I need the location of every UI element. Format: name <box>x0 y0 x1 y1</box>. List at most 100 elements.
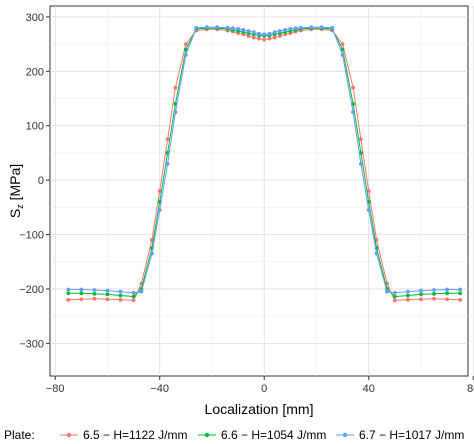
series-2-point <box>340 47 345 52</box>
series-3-point <box>183 53 188 57</box>
series-1-point <box>79 297 84 302</box>
series-2-point <box>183 47 188 52</box>
y-tick-label: 300 <box>26 12 44 24</box>
series-3-point <box>432 288 436 292</box>
series-3-point <box>385 289 389 294</box>
series-1-point <box>246 34 251 38</box>
series-3-point <box>283 28 288 32</box>
x-tick-label: 40 <box>363 383 375 395</box>
series-1-point <box>157 189 162 193</box>
series-3-point <box>445 287 449 292</box>
series-3-point <box>406 289 410 294</box>
legend-key-point-1 <box>66 432 72 438</box>
series-1-point <box>251 35 256 40</box>
series-3-point <box>293 26 298 31</box>
series-3-point <box>149 251 154 256</box>
series-3-point <box>298 25 303 30</box>
series-3-point <box>458 287 463 292</box>
series-3-point <box>272 30 277 35</box>
y-axis-title-unit: [MPa] <box>7 164 23 204</box>
series-1-point <box>392 298 397 303</box>
series-2-point <box>445 291 449 296</box>
series-3-point <box>241 28 246 32</box>
series-3-point <box>173 110 178 115</box>
series-3-point <box>419 288 423 293</box>
series-3-point <box>79 287 84 292</box>
x-tick-label: −80 <box>46 383 65 395</box>
series-3-point <box>236 26 241 31</box>
series-3-point <box>262 32 267 37</box>
legend-title: Plate: <box>4 428 35 442</box>
series-1-point <box>118 297 123 302</box>
y-tick-label: −200 <box>19 284 44 296</box>
series-3-point <box>215 25 220 30</box>
series-2-point <box>92 291 97 296</box>
grid-major <box>50 6 474 376</box>
series-1-point <box>366 189 371 193</box>
series-1-point <box>406 297 410 302</box>
plot-panel <box>49 5 469 377</box>
y-axis-title-subscript: z <box>15 204 25 209</box>
x-axis-title: Localization [mm] <box>205 401 314 417</box>
legend-key-point-2 <box>204 432 210 438</box>
series-3-point <box>165 161 170 166</box>
series-1-point <box>105 297 110 302</box>
y-tick-label: 100 <box>26 121 44 133</box>
series-3-point <box>251 30 256 35</box>
y-tick-label: −300 <box>19 338 44 350</box>
x-axis: −80 −40 0 40 80 <box>46 376 474 395</box>
series-3-point <box>278 29 282 33</box>
series-3-point <box>288 26 293 31</box>
series-1-point <box>262 37 267 42</box>
series-3-point <box>230 26 235 31</box>
series-2-point <box>358 151 363 155</box>
series-3-point <box>340 53 345 57</box>
series-1-point <box>257 36 261 41</box>
series-1-point <box>432 296 436 301</box>
series-2-point <box>458 291 463 296</box>
series-2-point <box>165 151 170 155</box>
series-1-point <box>445 297 449 302</box>
series-3-point <box>66 287 71 292</box>
legend: Plate: 6.5 − H=1122 J/mm 6.6 − H=1054 J/m… <box>4 428 464 442</box>
y-axis: −300 −200 −100 0 100 200 300 <box>19 12 50 350</box>
x-tick-label: 80 <box>467 383 474 395</box>
series-3-point <box>257 31 261 36</box>
series-3-point <box>366 208 371 212</box>
x-tick-label: 0 <box>261 383 267 395</box>
grid-minor <box>50 6 468 376</box>
y-axis-title: Sz [MPa] <box>7 164 25 218</box>
series-1-point <box>358 137 363 142</box>
series-2-point <box>105 292 110 297</box>
series-2-point <box>432 291 436 296</box>
series-1-point <box>419 297 423 302</box>
series-layer <box>66 25 463 303</box>
series-2-point <box>392 294 397 299</box>
series-3-point <box>309 25 314 30</box>
series-3-point <box>157 208 162 212</box>
series-1-point <box>183 42 188 46</box>
series-1-point <box>340 42 345 46</box>
y-tick-label: 200 <box>26 66 44 78</box>
series-1-point <box>165 137 170 142</box>
series-3-point <box>358 161 363 166</box>
series-3-point <box>204 25 209 30</box>
series-3-point <box>392 290 397 295</box>
series-3-point <box>194 25 199 30</box>
series-1-point <box>458 297 463 302</box>
series-1-point <box>66 297 71 302</box>
series-3-point <box>330 25 335 30</box>
series-1-point <box>272 35 277 40</box>
series-1-point <box>173 85 178 90</box>
series-1-point <box>92 296 97 301</box>
series-3-point <box>267 31 272 36</box>
series-2-point <box>419 292 423 297</box>
y-tick-label: −100 <box>19 230 44 242</box>
series-3-point <box>105 288 110 293</box>
series-3-point <box>374 251 379 256</box>
series-1-point <box>131 298 136 303</box>
series-3-point <box>118 289 123 294</box>
series-1-point <box>278 34 282 38</box>
series-3-point <box>351 110 355 115</box>
